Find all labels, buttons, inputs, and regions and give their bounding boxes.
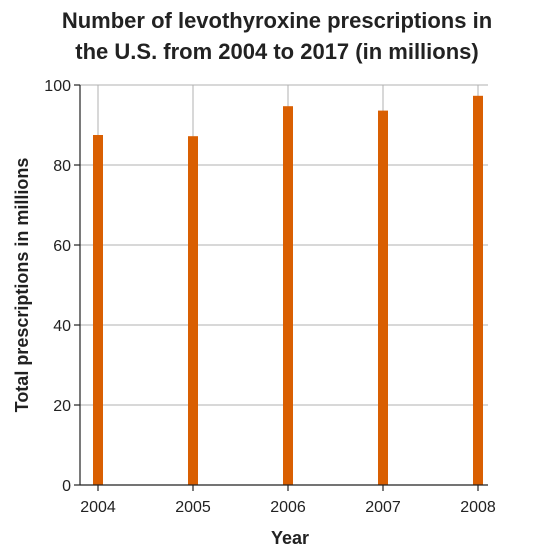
bar-2006 [283,106,293,485]
y-ticks: 0 20 40 60 80 100 [44,78,80,495]
x-tick-label: 2007 [365,499,401,516]
chart-title-line-1: Number of levothyroxine prescriptions in [62,8,492,33]
x-tick-label: 2004 [80,499,116,516]
x-ticks: 2004 2005 2006 2007 2008 [80,485,496,516]
y-tick-label: 0 [62,478,71,495]
y-tick-label: 20 [53,398,71,415]
bar-2004 [93,135,103,485]
y-tick-label: 40 [53,318,71,335]
chart-title-line-2: the U.S. from 2004 to 2017 (in millions) [75,39,478,64]
axes [79,85,488,486]
y-tick-label: 80 [53,158,71,175]
x-tick-label: 2005 [175,499,211,516]
x-tick-label: 2006 [270,499,306,516]
x-axis-label: Year [271,528,309,548]
x-tick-label: 2008 [460,499,496,516]
bar-2007 [378,110,388,485]
y-axis-label: Total prescriptions in millions [12,158,32,413]
bar-2008 [473,95,483,486]
y-tick-label: 60 [53,238,71,255]
bar-2005 [188,136,198,485]
bars [93,95,483,486]
y-tick-label: 100 [44,78,71,95]
